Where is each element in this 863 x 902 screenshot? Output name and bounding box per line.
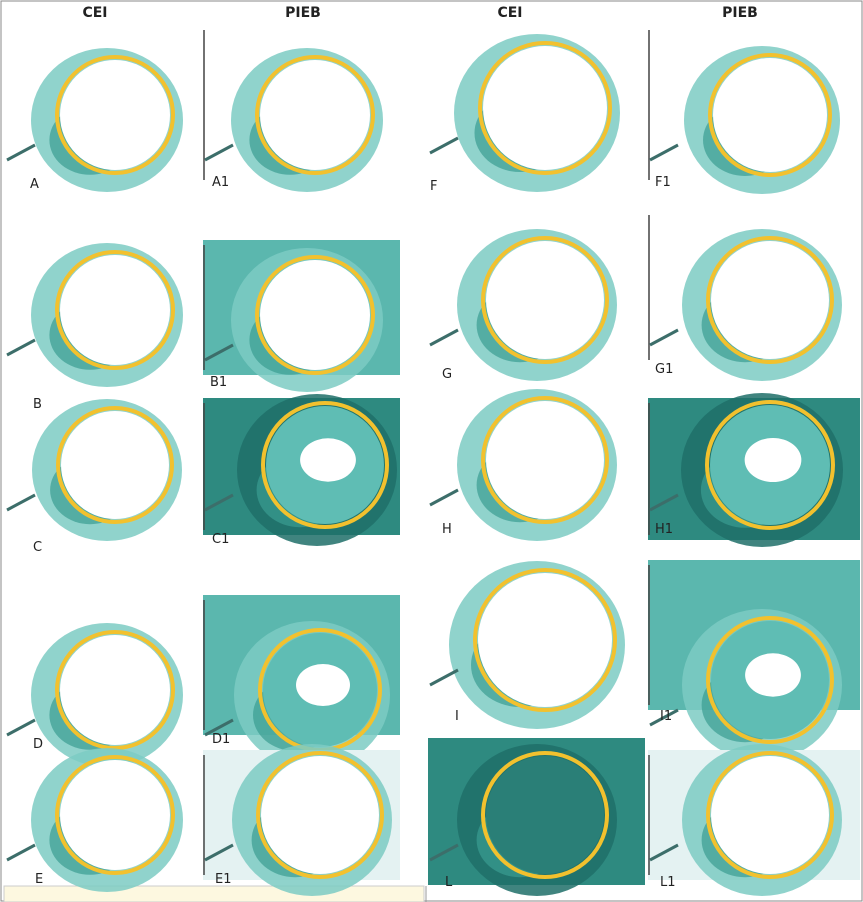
spared-area [745,438,802,482]
panel-label: F [430,179,437,194]
figure: A A1 F F1 B B1 G G1 C C1 H H1 D D1 I I1 E E1 L L1 CEI PIEB CE… [0,0,863,902]
panel-label: I1 [660,709,672,724]
panel: L [428,738,645,896]
panel-label: H [442,522,452,537]
column-header: CEI [82,5,107,21]
panel-label: A1 [212,175,229,190]
spared-area [300,438,356,481]
panel-label: D1 [212,732,230,747]
spared-area [296,664,350,706]
circle-fill [486,401,604,519]
circle-fill [478,573,612,707]
circle-fill [260,260,370,370]
panel-label: G1 [655,362,673,377]
circle-fill [713,58,827,172]
panel: B1 [203,240,400,392]
circle-fill [60,255,170,365]
panel: L1 [648,744,860,896]
panel-label: B [33,397,42,412]
spared-area [745,653,801,696]
circle-fill [60,60,170,170]
circle-fill [486,241,604,359]
panel-label: I [455,709,459,724]
column-header: PIEB [722,5,758,21]
panel-label: F1 [655,175,671,190]
circle-fill [486,756,604,874]
panel-label: C1 [212,532,229,547]
panel: H1 [648,393,860,547]
circle-fill [60,635,170,745]
panel-label: E [35,872,43,887]
circle-fill [260,60,370,170]
circle-fill [261,756,379,874]
circle-fill [711,756,829,874]
circle-fill [711,241,829,359]
column-header: PIEB [285,5,321,21]
panel-label: H1 [655,522,673,537]
bottom-box [4,886,424,902]
panel-label: A [30,177,39,192]
panel-label: C [33,540,42,555]
panel-label: E1 [215,872,232,887]
panel-label: L [445,875,453,890]
panel-label: B1 [210,375,227,390]
circle-fill [60,760,170,870]
panel: E1 [203,744,400,896]
circle-fill [483,46,607,170]
panel: C1 [203,394,400,547]
column-header: CEI [497,5,522,21]
panel-label: G [442,367,452,382]
panel-label: D [33,737,43,752]
circle-fill [61,411,169,519]
panel-label: L1 [660,875,676,890]
